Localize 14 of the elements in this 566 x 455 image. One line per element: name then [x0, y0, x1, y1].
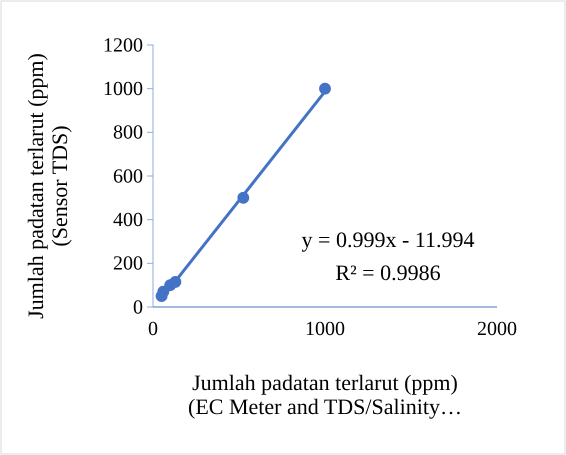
y-tick-label: 200	[113, 252, 143, 275]
y-tick-label: 400	[113, 209, 143, 232]
y-axis-title: Jumlah padatan terlarut (ppm) (Sensor TDS)	[23, 53, 72, 319]
x-axis-title: Jumlah padatan terlarut (ppm) (EC Meter and TDS/Salinity…	[188, 370, 462, 420]
y-tick-label: 1000	[103, 78, 143, 100]
y-tick-label: 0	[133, 296, 143, 318]
annotation: R² = 0.9986	[335, 260, 441, 285]
y-tick-label: 800	[113, 122, 143, 144]
x-tick-label: 1000	[305, 318, 345, 340]
x-tick-label: 0	[148, 318, 158, 340]
annotation: y = 0.999x - 11.994	[302, 227, 474, 252]
y-tick-label: 1200	[103, 34, 143, 56]
y-tick-label: 600	[113, 165, 143, 188]
x-tick-label: 2000	[477, 318, 517, 340]
